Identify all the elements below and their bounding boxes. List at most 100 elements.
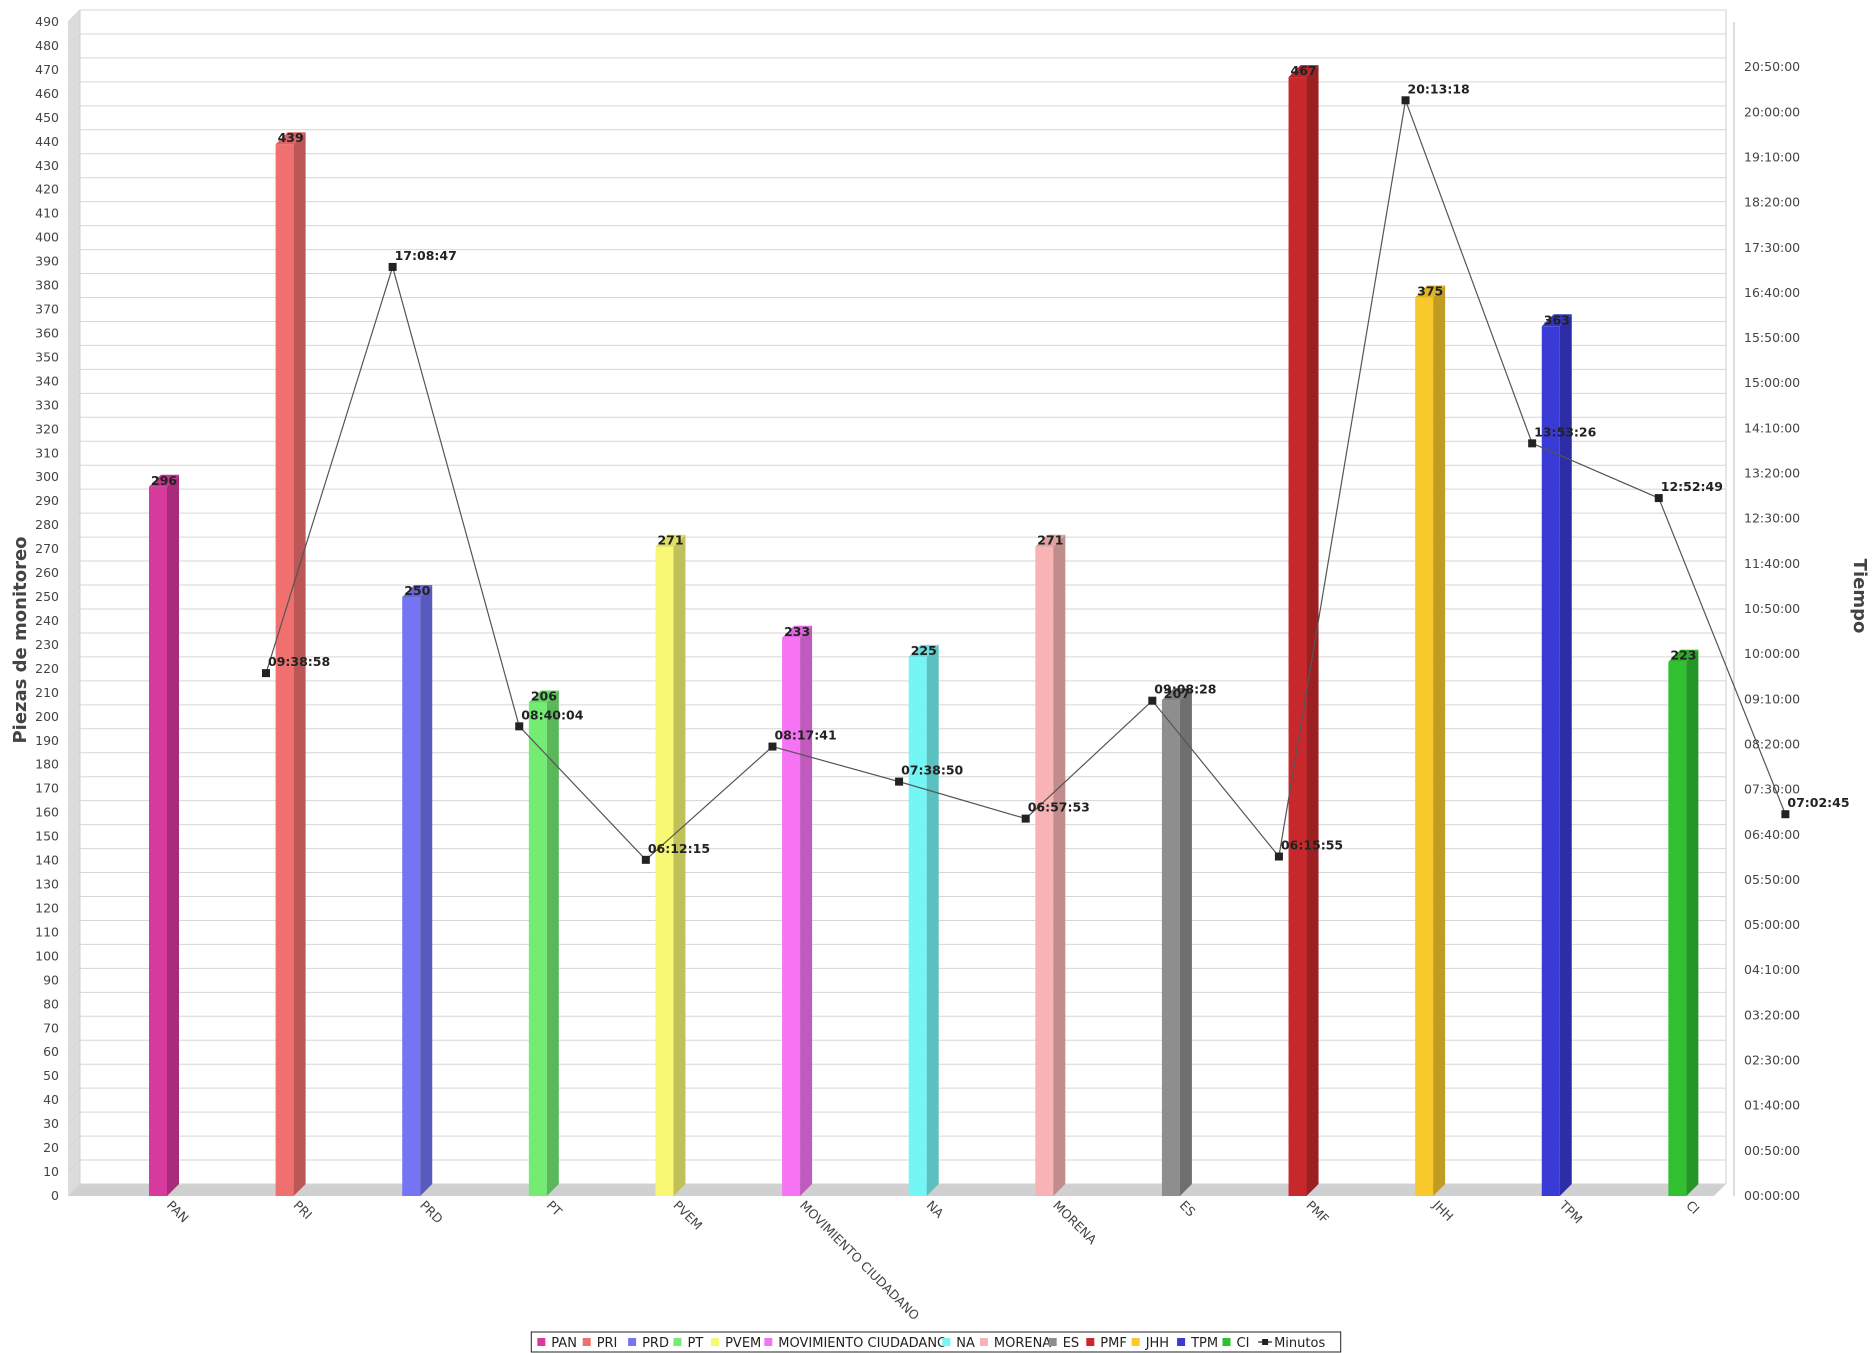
y2-tick-label: 14:10:00 xyxy=(1744,420,1800,435)
bar-top xyxy=(908,644,939,657)
gridline-wall xyxy=(67,345,81,358)
line-value-label: 06:15:55 xyxy=(1281,838,1343,853)
y2-tick-label: 20:00:00 xyxy=(1744,104,1800,119)
bar-side xyxy=(546,690,559,1196)
gridline-wall xyxy=(67,33,81,47)
gridline-wall xyxy=(67,512,81,526)
gridline-wall xyxy=(67,81,81,95)
legend-swatch xyxy=(979,1338,988,1346)
bar-front xyxy=(782,637,801,1196)
bar-pri xyxy=(275,132,306,1196)
gridline-wall xyxy=(67,416,81,430)
x-tick-label: MOVIMIENTO CIUDADANO xyxy=(797,1198,923,1324)
legend-label: PRD xyxy=(642,1336,669,1351)
legend: PAN PRI PRD PT PVEM MOVIMIENTO CIUDADANO NA MOR… xyxy=(530,1331,1342,1353)
y2-tick-label: 08:20:00 xyxy=(1744,736,1800,751)
line-point xyxy=(895,777,904,786)
y-tick-label: 390 xyxy=(35,254,59,269)
legend-swatch xyxy=(1048,1338,1057,1346)
y2-tick-label: 10:00:00 xyxy=(1744,646,1800,661)
legend-swatch xyxy=(1086,1338,1095,1346)
y2-tick-label: 11:40:00 xyxy=(1744,556,1800,571)
legend-label: JHH xyxy=(1145,1336,1169,1351)
bar-front xyxy=(275,144,294,1196)
legend-box xyxy=(530,1331,1342,1353)
y-tick-label: 450 xyxy=(35,110,59,125)
y2-tick-label: 17:30:00 xyxy=(1744,240,1800,255)
y-tick-label: 330 xyxy=(35,397,59,412)
bar-top xyxy=(528,690,559,703)
gridline-wall xyxy=(67,464,81,478)
line-point xyxy=(388,262,397,271)
y2-tick-label: 07:30:00 xyxy=(1744,782,1800,797)
y-tick-label: 30 xyxy=(43,1116,59,1131)
bar-top xyxy=(782,625,813,638)
gridline-wall xyxy=(67,177,81,191)
bar-front xyxy=(402,597,421,1196)
gridline-wall xyxy=(67,1039,81,1053)
gridline-wall xyxy=(67,321,81,334)
line-value-label: 09:08:28 xyxy=(1154,682,1216,697)
y2-tick-label: 19:10:00 xyxy=(1744,149,1800,164)
x-tick-label: PMF xyxy=(1303,1198,1332,1227)
bar-front xyxy=(1161,700,1180,1196)
bar-value-label: 439 xyxy=(278,130,304,145)
line-layer xyxy=(262,96,1790,864)
y2-tick-label: 02:30:00 xyxy=(1744,1053,1800,1068)
line-value-label: 17:08:47 xyxy=(395,248,457,263)
y-tick-label: 290 xyxy=(35,493,59,508)
legend-label: CI xyxy=(1237,1336,1250,1351)
x-tick-label: NA xyxy=(924,1198,948,1222)
bar-pan xyxy=(149,474,179,1196)
gridline-wall xyxy=(67,991,81,1005)
legend-label: MOVIMIENTO CIUDADANO xyxy=(778,1336,947,1351)
bar-top xyxy=(1288,65,1319,78)
gridline-wall xyxy=(67,369,81,382)
gridline-wall xyxy=(67,1063,81,1077)
y-tick-label: 410 xyxy=(35,206,59,221)
y-tick-label: 400 xyxy=(35,230,59,245)
bar-top xyxy=(275,132,306,145)
line-point xyxy=(515,722,524,731)
bar-movimiento-ciudadano xyxy=(782,625,813,1196)
legend-label: PRI xyxy=(597,1336,618,1351)
bar-jhh xyxy=(1415,285,1446,1196)
y2-tick-label: 00:50:00 xyxy=(1744,1143,1800,1158)
bar-value-label: 206 xyxy=(531,688,557,703)
line-point xyxy=(768,742,777,751)
bar-front xyxy=(1288,77,1307,1197)
y-tick-label: 140 xyxy=(35,853,59,868)
bar-side xyxy=(1559,314,1572,1197)
gridline-wall xyxy=(67,273,81,286)
y2-tick-label: 15:00:00 xyxy=(1744,375,1800,390)
bar-front xyxy=(908,656,927,1196)
gridline-wall xyxy=(67,1135,81,1149)
y-tick-label: 350 xyxy=(35,349,59,364)
gridline-wall xyxy=(67,968,81,981)
y-axis-title: Piezas de monitoreo xyxy=(10,536,31,743)
y-tick-label: 40 xyxy=(43,1092,59,1107)
bar-value-label: 233 xyxy=(784,624,810,639)
legend-label: NA xyxy=(956,1336,975,1351)
x-tick-label: PRI xyxy=(290,1198,315,1223)
bar-top xyxy=(1668,649,1699,662)
y2-tick-label: 13:20:00 xyxy=(1744,466,1800,481)
y-tick-label: 200 xyxy=(35,709,59,724)
line-value-label: 07:38:50 xyxy=(901,763,963,778)
gridline-wall xyxy=(67,824,81,837)
y-tick-label: 60 xyxy=(43,1044,59,1059)
bar-front xyxy=(655,546,674,1196)
x-tick-label: PRD xyxy=(417,1198,446,1227)
y-tick-label: 310 xyxy=(35,445,59,460)
y2-tick-label: 15:50:00 xyxy=(1744,330,1800,345)
y-tick-label: 280 xyxy=(35,517,59,532)
bar-value-label: 207 xyxy=(1164,686,1190,701)
bar-front xyxy=(1035,546,1054,1196)
legend-swatch xyxy=(582,1338,591,1346)
bar-es xyxy=(1161,688,1192,1196)
y-tick-label: 340 xyxy=(35,373,59,388)
legend-line-marker xyxy=(1262,1339,1269,1345)
bar-top xyxy=(655,534,686,547)
bar-side xyxy=(800,625,813,1196)
